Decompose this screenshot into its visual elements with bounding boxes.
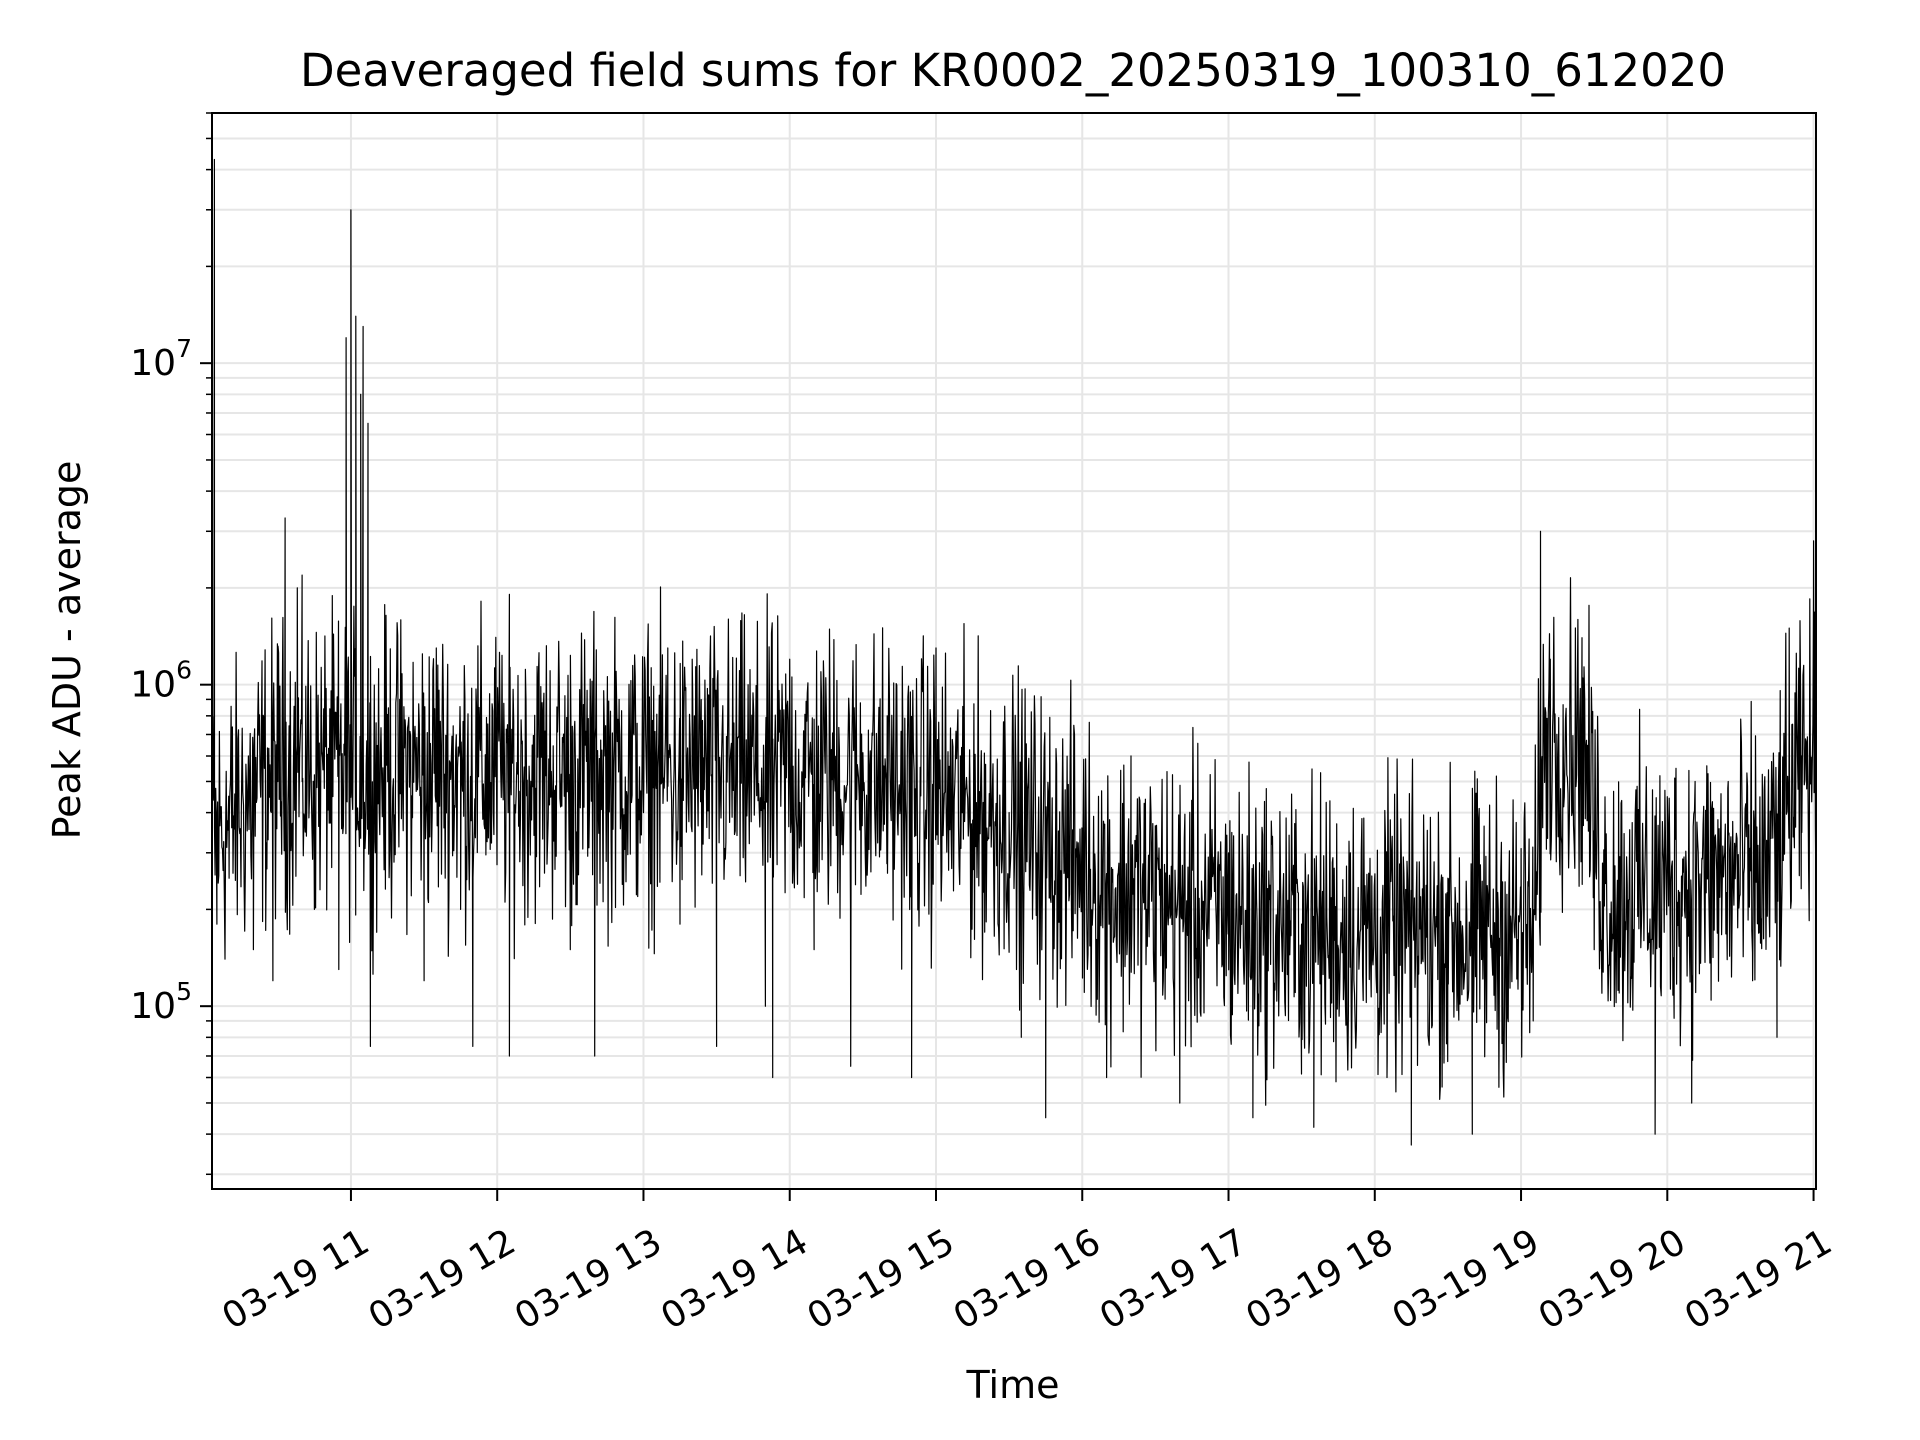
y-axis-label: Peak ADU - average <box>45 461 89 840</box>
y-tick-label: 106 <box>130 656 192 706</box>
x-tick-label: 03-19 14 <box>654 1221 815 1337</box>
chart-title: Deaveraged field sums for KR0002_2025031… <box>300 44 1726 97</box>
x-tick-label: 03-19 16 <box>947 1221 1108 1337</box>
series-line <box>211 158 1817 1146</box>
x-tick-label: 03-19 13 <box>508 1221 669 1337</box>
x-tick-label: 03-19 15 <box>801 1221 962 1337</box>
grid <box>212 112 1816 1189</box>
y-tick-label: 107 <box>130 334 192 384</box>
y-tick-label: 105 <box>130 977 192 1027</box>
x-tick-label: 03-19 20 <box>1532 1221 1693 1337</box>
series-layer <box>211 158 1817 1146</box>
x-tick-label: 03-19 17 <box>1093 1221 1254 1337</box>
x-tick-label: 03-19 18 <box>1239 1221 1400 1337</box>
x-tick-label: 03-19 12 <box>362 1221 523 1337</box>
x-tick-label: 03-19 19 <box>1386 1221 1547 1337</box>
x-tick-label: 03-19 21 <box>1678 1221 1839 1337</box>
x-axis-label: Time <box>966 1363 1060 1407</box>
y-axis: 105 106 107 <box>130 112 212 1176</box>
x-tick-label: 03-19 11 <box>216 1221 377 1337</box>
plot-frame <box>211 112 1817 1190</box>
